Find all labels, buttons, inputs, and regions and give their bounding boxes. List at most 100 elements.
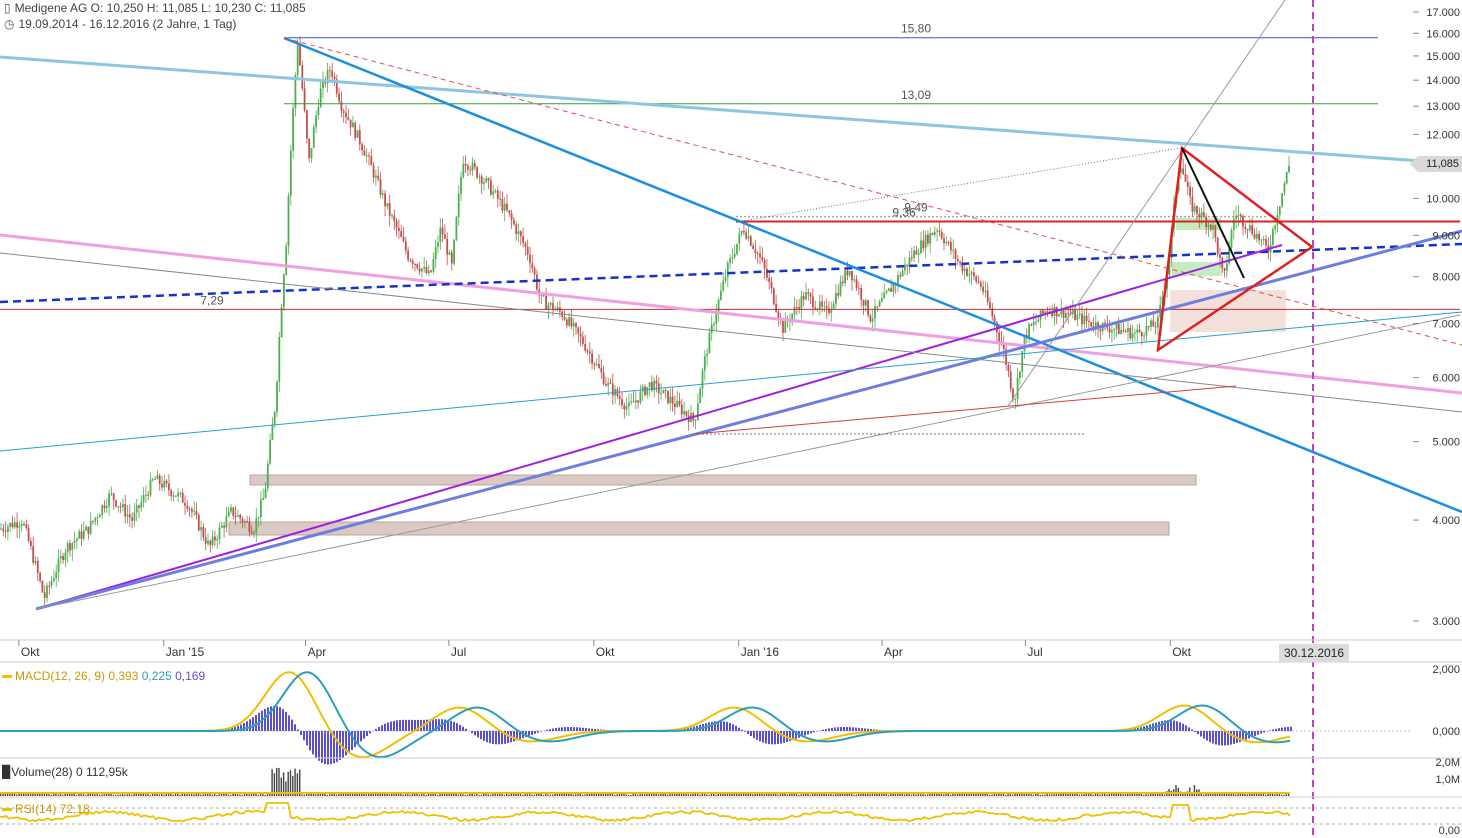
volume-bar bbox=[1189, 787, 1191, 796]
macd-histogram-bar bbox=[1278, 728, 1280, 731]
candle-body bbox=[168, 483, 170, 491]
volume-bar bbox=[949, 794, 952, 796]
candle-body bbox=[377, 175, 380, 180]
candle-body bbox=[993, 316, 996, 323]
date-range-text: 19.09.2014 - 16.12.2016 (2 Jahre, 1 Tag) bbox=[18, 17, 237, 31]
candle-body bbox=[142, 495, 145, 502]
rsi-panel: 0,00 bbox=[0, 796, 1462, 837]
macd-legend[interactable]: MACD(12, 26, 9) 0,393 0,225 0,169 bbox=[2, 669, 205, 683]
volume-bar bbox=[1076, 792, 1078, 796]
candle-body bbox=[1278, 206, 1281, 216]
candle-body bbox=[76, 538, 78, 541]
candle-body bbox=[952, 249, 955, 251]
volume-bar bbox=[524, 792, 526, 796]
time-tick-label: Jan '16 bbox=[741, 645, 780, 659]
macd-histogram-bar bbox=[813, 731, 815, 733]
candle-body bbox=[855, 279, 858, 288]
candle-body bbox=[685, 411, 688, 416]
candle-body bbox=[57, 558, 60, 573]
candle-body bbox=[82, 530, 85, 539]
volume-bar bbox=[984, 793, 986, 796]
candle-body bbox=[55, 572, 58, 579]
macd-histogram-bar bbox=[324, 731, 326, 764]
volume-bar bbox=[386, 793, 388, 796]
candle-body bbox=[64, 552, 67, 560]
candle-body bbox=[961, 263, 964, 272]
volume-bar bbox=[703, 792, 706, 796]
candle-body bbox=[276, 382, 278, 413]
volume-bar bbox=[1067, 792, 1069, 796]
rsi-legend[interactable]: RSI(14) 72,18 bbox=[2, 802, 90, 816]
candle-body bbox=[4, 530, 7, 532]
candle-body bbox=[342, 110, 345, 113]
macd-histogram-bar bbox=[240, 724, 242, 731]
macd-histogram-bar bbox=[1281, 727, 1283, 731]
volume-bar bbox=[158, 794, 161, 796]
candle-body bbox=[545, 295, 547, 310]
candle-body bbox=[287, 195, 290, 246]
volume-bar bbox=[80, 794, 82, 796]
volume-bar bbox=[358, 793, 361, 796]
volume-bar bbox=[565, 792, 568, 796]
volume-bar bbox=[623, 793, 625, 796]
macd-histogram-bar bbox=[735, 725, 737, 731]
blue-uptrend bbox=[35, 229, 1462, 611]
volume-bar bbox=[115, 794, 117, 796]
volume-bar bbox=[94, 794, 96, 796]
volume-bar bbox=[287, 771, 289, 796]
volume-bar bbox=[669, 793, 671, 796]
volume-bar bbox=[830, 793, 832, 796]
candle-body bbox=[963, 268, 966, 272]
volume-legend[interactable]: ▉Volume(28) 0 112,95k bbox=[2, 765, 128, 779]
volume-bar bbox=[685, 792, 687, 796]
candle-body bbox=[986, 290, 989, 302]
candle-body bbox=[904, 264, 906, 271]
volume-bar bbox=[1122, 794, 1124, 796]
volume-bar bbox=[1253, 793, 1255, 796]
volume-bar bbox=[719, 793, 722, 796]
volume-bar bbox=[2, 794, 4, 796]
volume-bar bbox=[1120, 793, 1122, 796]
candle-body bbox=[674, 403, 676, 407]
candle-body bbox=[802, 296, 805, 300]
volume-bar bbox=[664, 792, 667, 796]
volume-bar bbox=[1016, 793, 1018, 796]
volume-bar bbox=[701, 792, 703, 796]
candle-body bbox=[326, 69, 329, 84]
macd-histogram-bar bbox=[804, 731, 806, 736]
volume-bar bbox=[402, 794, 404, 796]
volume-bar bbox=[50, 794, 52, 796]
volume-bar bbox=[816, 794, 818, 796]
volume-bar bbox=[811, 792, 814, 796]
volume-bar bbox=[391, 793, 393, 796]
macd-histogram-bar bbox=[318, 731, 320, 761]
macd-histogram-bar bbox=[711, 721, 713, 731]
volume-bar bbox=[903, 794, 906, 796]
volume-bar bbox=[535, 792, 538, 796]
volume-bar bbox=[466, 794, 469, 796]
candle-body bbox=[529, 254, 531, 264]
candle-body bbox=[982, 286, 984, 292]
volume-bar bbox=[687, 794, 690, 796]
candle-body bbox=[195, 511, 198, 516]
candle-body bbox=[973, 272, 975, 277]
candle-body bbox=[18, 525, 21, 528]
candle-body bbox=[989, 301, 991, 309]
volume-bar bbox=[476, 793, 478, 796]
candle-body bbox=[1094, 322, 1097, 329]
volume-bar bbox=[1064, 792, 1067, 796]
volume-bar bbox=[404, 793, 407, 796]
volume-bar bbox=[1083, 792, 1085, 796]
price-level-label: 7,29 bbox=[200, 293, 224, 307]
volume-bar bbox=[174, 792, 177, 796]
time-tick-label: Jul bbox=[451, 645, 466, 659]
candle-body bbox=[211, 536, 214, 546]
volume-bar bbox=[124, 794, 126, 796]
volume-bar bbox=[943, 794, 945, 796]
support-zone-upper bbox=[249, 474, 1197, 486]
candle-body bbox=[736, 243, 738, 254]
candle-body bbox=[225, 516, 228, 528]
volume-bar bbox=[1129, 793, 1131, 796]
candle-body bbox=[133, 512, 136, 521]
